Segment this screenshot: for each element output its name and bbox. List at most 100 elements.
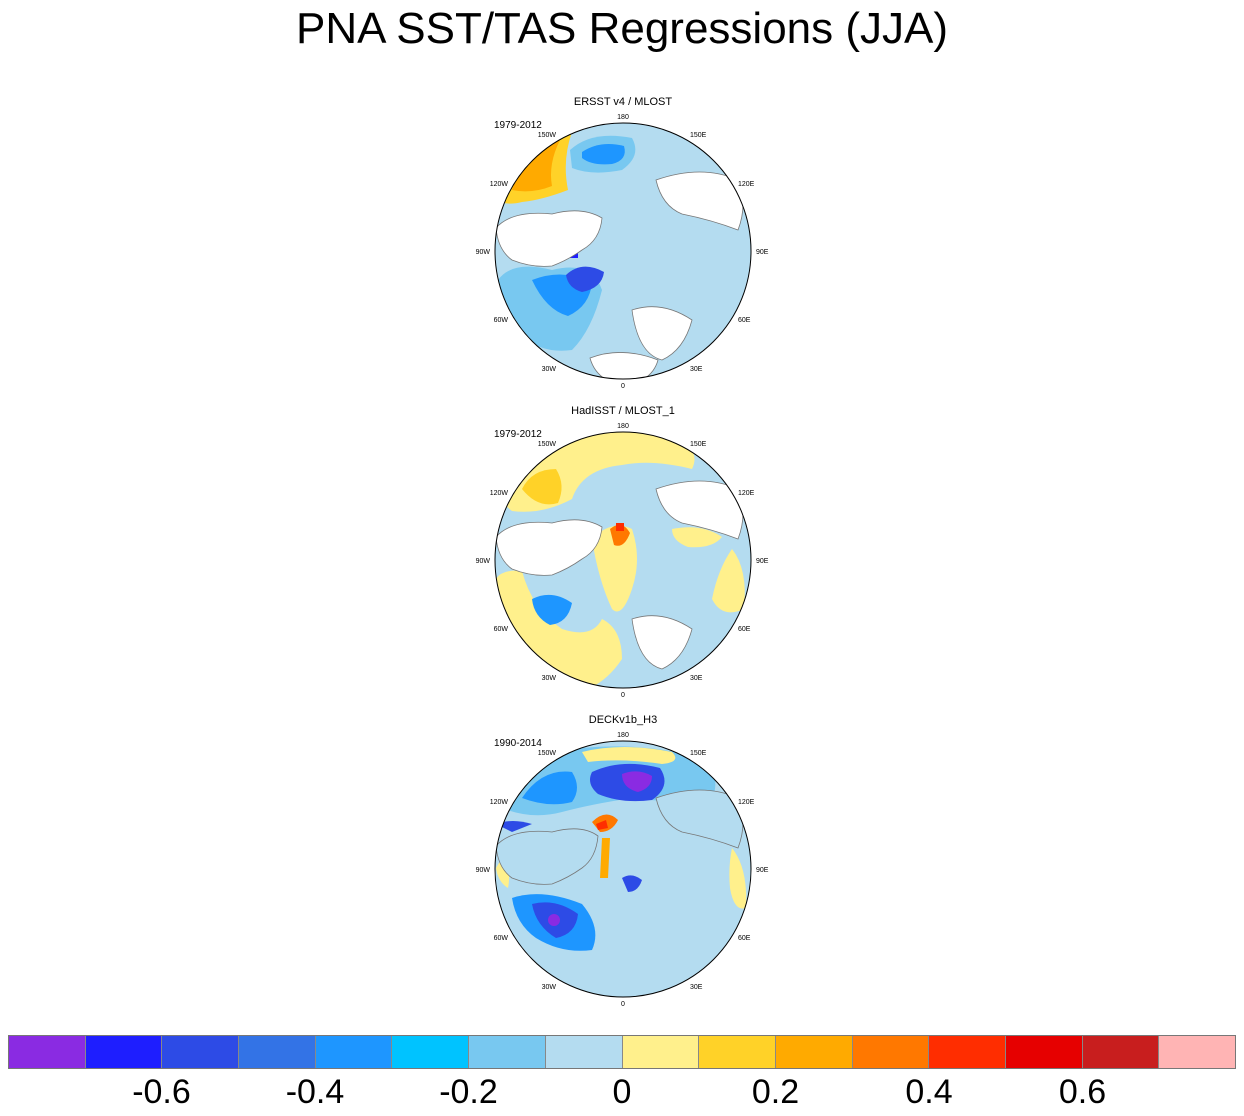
field-patch-positive bbox=[582, 747, 676, 764]
field-patch-negative bbox=[532, 594, 572, 625]
lon-label-90w: 90W bbox=[476, 867, 491, 874]
field-patch-negative bbox=[566, 266, 604, 292]
field-patch-positive bbox=[616, 523, 624, 531]
colorbar-swatch bbox=[315, 1036, 393, 1068]
lon-label-90e: 90E bbox=[756, 249, 769, 256]
colorbar-swatch bbox=[469, 1036, 546, 1068]
lon-label-0: 0 bbox=[621, 1001, 625, 1008]
lon-label-180: 180 bbox=[617, 423, 629, 430]
colorbar-tick-label: 0.4 bbox=[905, 1073, 953, 1111]
lon-label-90w: 90W bbox=[476, 558, 491, 565]
colorbar-swatch bbox=[162, 1036, 240, 1068]
longitude-labels: 180 150E 120E 90E 60E 30E 0 30W 60W 90W … bbox=[476, 114, 769, 390]
colorbar-swatch bbox=[775, 1036, 853, 1068]
lon-label-90w: 90W bbox=[476, 249, 491, 256]
lon-label-60w: 60W bbox=[494, 626, 509, 633]
field-patch-positive bbox=[512, 136, 560, 192]
lon-label-180: 180 bbox=[617, 732, 629, 739]
lon-label-150e: 150E bbox=[690, 441, 707, 448]
colorbar-tick-label: 0 bbox=[612, 1073, 632, 1111]
colorbar-swatch bbox=[85, 1036, 163, 1068]
land-mask bbox=[495, 828, 599, 885]
lon-label-60w: 60W bbox=[494, 317, 509, 324]
polar-map: 180 150E 120E 90E 60E 30E 0 30W 60W 90W … bbox=[476, 423, 769, 699]
field-patch-positive bbox=[610, 524, 630, 546]
longitude-labels: 180 150E 120E 90E 60E 30E 0 30W 60W 90W … bbox=[476, 732, 769, 1008]
colorbar-swatch bbox=[392, 1036, 470, 1068]
colorbar-tick-label: 0.6 bbox=[1058, 1073, 1107, 1111]
lon-label-0: 0 bbox=[621, 692, 625, 699]
field-patch-positive bbox=[522, 469, 562, 505]
lon-label-120e: 120E bbox=[738, 490, 755, 497]
lon-label-60e: 60E bbox=[738, 935, 751, 942]
lon-label-60e: 60E bbox=[738, 626, 751, 633]
lon-label-120e: 120E bbox=[738, 799, 755, 806]
field-patch-positive bbox=[600, 838, 610, 878]
lon-label-0: 0 bbox=[621, 383, 625, 390]
lon-label-30w: 30W bbox=[542, 984, 557, 991]
field-patch-negative bbox=[548, 914, 560, 926]
land-mask bbox=[631, 615, 693, 670]
lon-label-120e: 120E bbox=[738, 181, 755, 188]
lon-label-120w: 120W bbox=[490, 181, 509, 188]
lon-label-30e: 30E bbox=[690, 366, 703, 373]
colorbar-swatch bbox=[9, 1036, 86, 1068]
panel-period: 1990-2014 bbox=[494, 738, 542, 749]
lon-label-180: 180 bbox=[617, 114, 629, 121]
field-patch-negative bbox=[622, 875, 642, 892]
lon-label-30w: 30W bbox=[542, 675, 557, 682]
land-mask bbox=[631, 306, 693, 361]
colorbar-swatch bbox=[545, 1036, 623, 1068]
field-patch-negative bbox=[582, 144, 625, 165]
lon-label-30e: 30E bbox=[690, 984, 703, 991]
lon-label-90e: 90E bbox=[756, 867, 769, 874]
panel-title: DECKv1b_H3 bbox=[588, 714, 658, 726]
panel-period: 1979-2012 bbox=[494, 120, 542, 131]
polar-map: 180 150E 120E 90E 60E 30E 0 30W 60W 90W … bbox=[476, 114, 769, 390]
colorbar-tick-label: -0.2 bbox=[439, 1073, 498, 1111]
lon-label-30e: 30E bbox=[690, 675, 703, 682]
field-patch-negative bbox=[496, 821, 532, 832]
colorbar-tick-label: 0.2 bbox=[751, 1073, 800, 1111]
colorbar-swatch bbox=[239, 1036, 316, 1068]
lon-label-60e: 60E bbox=[738, 317, 751, 324]
field-patch-negative bbox=[522, 771, 577, 805]
field-patch-positive bbox=[592, 525, 637, 612]
lon-label-150w: 150W bbox=[538, 750, 557, 757]
field-patch-positive bbox=[712, 549, 745, 613]
lon-label-150e: 150E bbox=[690, 750, 707, 757]
colorbar-swatch bbox=[622, 1036, 700, 1068]
lon-label-60w: 60W bbox=[494, 935, 509, 942]
colorbar-swatch bbox=[852, 1036, 930, 1068]
polar-map: 180 150E 120E 90E 60E 30E 0 30W 60W 90W … bbox=[476, 732, 769, 1008]
map-panel-1: ERSST v4 / MLOST 1979-2012 180 150E bbox=[472, 96, 774, 396]
lon-label-120w: 120W bbox=[490, 490, 509, 497]
longitude-labels: 180 150E 120E 90E 60E 30E 0 30W 60W 90W … bbox=[476, 423, 769, 699]
colorbar-swatch bbox=[699, 1036, 776, 1068]
colorbar-swatch bbox=[1005, 1036, 1083, 1068]
colorbar-labels: -0.6 -0.4 -0.2 0 0.2 0.4 0.6 bbox=[8, 1072, 1236, 1116]
field-patch-positive bbox=[729, 848, 747, 909]
land-mask bbox=[495, 210, 603, 267]
colorbar bbox=[8, 1035, 1236, 1069]
lon-label-30w: 30W bbox=[542, 366, 557, 373]
map-border bbox=[494, 740, 752, 998]
field-patch-negative bbox=[622, 771, 652, 792]
colorbar-tick-label: -0.4 bbox=[285, 1073, 345, 1111]
lon-label-120w: 120W bbox=[490, 799, 509, 806]
lon-label-150w: 150W bbox=[538, 441, 557, 448]
panel-period: 1979-2012 bbox=[494, 429, 542, 440]
map-panel-3: DECKv1b_H3 1990-2014 180 bbox=[472, 714, 774, 1014]
page-title: PNA SST/TAS Regressions (JJA) bbox=[295, 4, 949, 53]
land-mask bbox=[655, 480, 744, 540]
colorbar-tick-label: -0.6 bbox=[132, 1073, 191, 1111]
map-panel-2: HadISST / MLOST_1 1979-2012 180 150E 120… bbox=[472, 405, 774, 705]
land-mask bbox=[655, 171, 744, 231]
colorbar-swatch bbox=[1082, 1036, 1160, 1068]
map-border bbox=[494, 431, 752, 689]
field-patch-positive bbox=[596, 820, 608, 830]
lon-label-90e: 90E bbox=[756, 558, 769, 565]
field-patch-positive bbox=[672, 527, 722, 548]
colorbar-swatch bbox=[929, 1036, 1006, 1068]
panel-title: HadISST / MLOST_1 bbox=[571, 405, 675, 417]
